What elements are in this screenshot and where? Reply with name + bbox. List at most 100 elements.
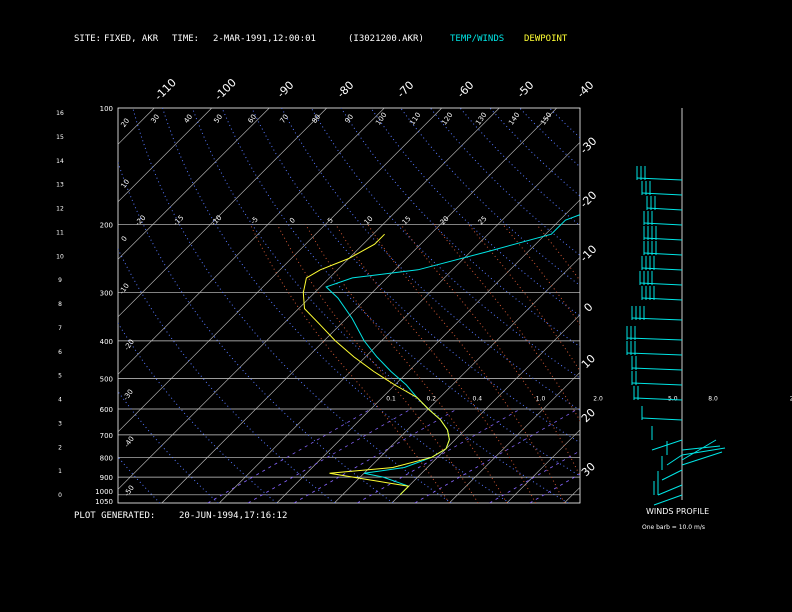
wind-barb-shaft	[639, 282, 683, 286]
mixing-ratio-label: 8.0	[708, 395, 718, 402]
height-label: 11	[56, 229, 64, 236]
wind-barb-shaft	[643, 222, 683, 226]
pressure-label: 800	[100, 454, 113, 462]
dry-adiabat-label: 0	[120, 235, 129, 243]
temperature-top-label: -50	[515, 79, 537, 101]
dry-adiabat-line	[340, 108, 580, 348]
dry-adiabat-label: 80	[311, 113, 323, 125]
mixing-ratio-label: 0.1	[386, 395, 396, 402]
dry-adiabat-line	[578, 108, 580, 110]
temperature-right-label: -20	[578, 189, 600, 211]
dry-adiabat-line	[132, 108, 452, 503]
moist-adiabat-label: -10	[210, 214, 224, 228]
mixing-ratio-label: 0.2	[427, 395, 437, 402]
dry-adiabat-label: 140	[507, 111, 521, 127]
isotherm-line	[334, 257, 581, 504]
text-layer: SITE: FIXED, AKR TIME: 2-MAR-1991,12:00:…	[74, 34, 709, 531]
wind-barb-shaft	[681, 439, 717, 461]
moist-adiabat-label: 20	[439, 215, 451, 227]
pressure-label: 300	[100, 290, 113, 298]
dry-adiabat-label: 60	[247, 113, 259, 125]
height-label: 14	[56, 158, 64, 165]
dry-adiabat-label: -50	[123, 484, 136, 498]
dry-adiabat-line	[400, 108, 580, 287]
height-label: 12	[56, 206, 64, 213]
wind-barb-shaft	[641, 417, 683, 421]
isotherm-line	[276, 199, 581, 504]
moist-adiabat-line	[367, 224, 565, 503]
pressure-label: 1000	[95, 488, 113, 496]
isotherm-line	[117, 107, 443, 433]
isotherm-line	[117, 107, 500, 490]
temperature-right-label: 0	[581, 300, 595, 314]
pressure-label: 400	[100, 338, 113, 346]
height-label: 0	[58, 492, 62, 499]
height-label: 6	[58, 349, 62, 356]
isotherm-line	[117, 107, 328, 318]
wind-barb-shaft	[643, 237, 683, 241]
temperature-series-line	[325, 214, 580, 496]
wind-barb-shaft	[643, 252, 683, 256]
height-label: 4	[58, 397, 62, 404]
dry-adiabat-line	[162, 108, 510, 503]
temperature-top-label: -100	[212, 76, 239, 103]
wind-barb-shaft	[681, 451, 723, 466]
wind-barb-shaft	[653, 494, 683, 506]
dry-adiabat-label: 20	[120, 117, 132, 129]
mixing-ratio-line	[293, 408, 458, 503]
time-label: TIME:	[172, 34, 199, 44]
mixing-ratio-line	[529, 473, 580, 503]
legend-temp-winds: TEMP/WINDS	[450, 34, 504, 44]
height-label: 15	[56, 134, 64, 141]
temperature-top-label: -40	[575, 79, 597, 101]
dry-adiabat-label: -20	[123, 338, 136, 352]
wind-barb-shaft	[666, 454, 683, 466]
dry-adiabat-line	[639, 108, 792, 503]
isotherm-line	[161, 107, 558, 504]
pressure-label: 1050	[95, 498, 113, 506]
dry-adiabat-label: 120	[440, 111, 454, 127]
moist-adiabat-line	[400, 224, 580, 478]
moist-adiabat-label: 15	[401, 215, 413, 227]
mixing-ratio-line	[610, 409, 773, 503]
time-value: 2-MAR-1991,12:00:01	[213, 34, 316, 44]
dry-adiabat-label: 100	[374, 111, 388, 127]
isotherm-line	[117, 107, 385, 375]
moist-adiabat-label: -20	[134, 214, 148, 228]
isotherm-line	[117, 107, 155, 145]
isotherm-line	[506, 429, 581, 504]
wind-barb-shaft	[626, 352, 683, 356]
height-label: 2	[58, 444, 62, 451]
moist-adiabat-line	[249, 224, 450, 503]
dry-adiabat-line	[118, 322, 277, 503]
moist-adiabat-label: 10	[363, 215, 375, 227]
wind-barb-shaft	[657, 484, 683, 496]
isotherm-line	[117, 107, 270, 260]
dry-adiabat-label: 50	[213, 113, 225, 125]
moist-adiabat-label: -5	[249, 215, 260, 226]
pressure-label: 700	[100, 432, 113, 440]
temperature-right-label: 10	[579, 352, 598, 371]
wind-barb-shaft	[641, 267, 683, 271]
height-label: 1	[58, 468, 62, 475]
pressure-label: 900	[100, 474, 113, 482]
plot-generated-label: PLOT GENERATED:	[74, 511, 155, 521]
mixing-ratio-line	[207, 408, 372, 503]
wind-barb-shaft	[661, 469, 683, 481]
isotherm-line	[449, 372, 581, 504]
winds-profile-note: One barb = 10.0 m/s	[642, 524, 705, 531]
moist-adiabat-line	[502, 224, 580, 326]
height-label: 3	[58, 420, 62, 427]
isotherm-line	[117, 107, 213, 203]
dry-adiabat-line	[118, 390, 219, 503]
wind-barb-shaft	[631, 382, 683, 386]
plot-generated-value: 20-JUN-1994,17:16:12	[179, 511, 287, 521]
dry-adiabat-line	[698, 108, 792, 503]
mixing-ratio-label: 20	[790, 395, 792, 402]
mixing-ratio-label: 2.0	[593, 395, 603, 402]
moist-adiabat-label: 5	[326, 216, 335, 225]
moist-adiabat-line	[468, 224, 580, 372]
moist-adiabat-line	[305, 224, 508, 503]
moist-adiabat-label: 25	[477, 215, 489, 227]
